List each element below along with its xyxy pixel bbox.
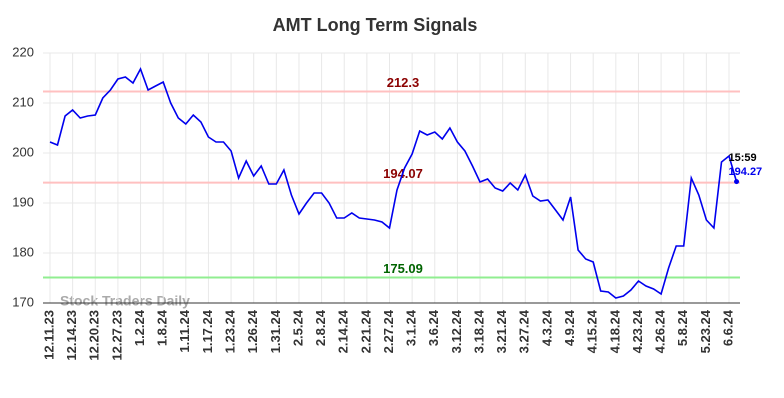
reference-label: 212.3: [387, 75, 420, 90]
x-tick-label: 3.18.24: [471, 309, 486, 353]
x-tick-label: 2.14.24: [336, 309, 351, 353]
line-series: [49, 67, 738, 299]
x-tick-label: 4.18.24: [607, 309, 622, 353]
x-tick-label: 1.26.24: [245, 309, 260, 353]
y-tick-label: 220: [12, 44, 34, 59]
x-tick-label: 4.15.24: [585, 309, 600, 353]
x-tick-label: 1.11.24: [177, 309, 192, 352]
chart-title: AMT Long Term Signals: [273, 15, 478, 35]
x-tick-label: 2.27.24: [381, 309, 396, 353]
x-tick-label: 12.20.23: [87, 310, 102, 361]
last-time: 15:59: [729, 152, 757, 164]
x-tick-label: 3.21.24: [494, 309, 509, 353]
y-tick-label: 200: [12, 144, 34, 159]
x-tick-label: 12.11.23: [41, 310, 56, 360]
x-tick-label: 2.5.24: [290, 309, 305, 346]
x-tick-label: 12.27.23: [109, 310, 124, 361]
x-tick-label: 1.31.24: [268, 309, 283, 353]
y-tick-label: 210: [12, 94, 34, 109]
x-tick-label: 1.17.24: [200, 309, 215, 353]
x-tick-label: 3.1.24: [404, 309, 419, 346]
x-tick-label: 3.6.24: [426, 309, 441, 346]
watermark: Stock Traders Daily: [60, 293, 190, 309]
y-tick-label: 180: [12, 244, 34, 259]
y-tick-label: 170: [12, 294, 34, 309]
x-tick-label: 2.8.24: [313, 309, 328, 346]
x-tick-label: 4.26.24: [653, 309, 668, 353]
x-tick-label: 4.23.24: [630, 309, 645, 353]
x-tick-label: 3.12.24: [449, 309, 464, 353]
x-tick-label: 3.27.24: [517, 309, 532, 353]
x-tick-label: 1.8.24: [155, 309, 170, 346]
last-value: 194.27: [729, 166, 763, 178]
x-tick-label: 1.2.24: [132, 309, 147, 346]
x-tick-label: 4.3.24: [539, 309, 554, 346]
x-tick-label: 12.14.23: [64, 310, 79, 361]
last-point: [734, 179, 740, 185]
x-tick-label: 5.23.24: [698, 309, 713, 353]
x-tick-label: 2.21.24: [358, 309, 373, 353]
reference-label: 175.09: [383, 261, 423, 276]
x-tick-label: 4.9.24: [562, 309, 577, 346]
y-tick-label: 190: [12, 194, 34, 209]
x-tick-label: 1.23.24: [223, 309, 238, 353]
x-tick-label: 5.8.24: [675, 309, 690, 346]
x-tick-label: 6.6.24: [720, 309, 735, 346]
